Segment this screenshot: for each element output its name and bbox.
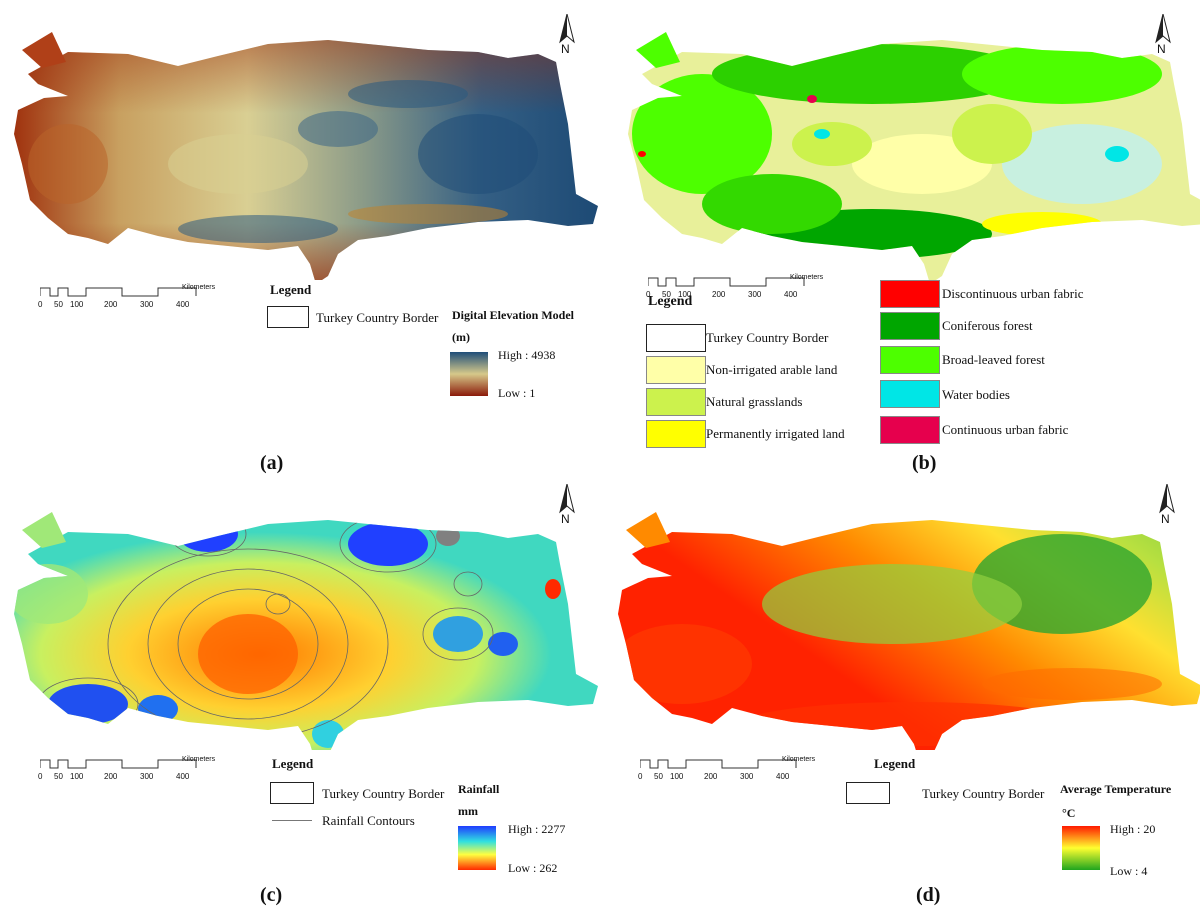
scale-tick: 100 [678,290,692,299]
ramp-title: Rainfall [458,782,500,796]
ramp-unit: (m) [452,330,470,344]
north-arrow-icon: N [556,484,578,530]
legend-label: Continuous urban fabric [942,422,1069,437]
scale-tick: 400 [176,300,190,309]
legend-title: Legend [874,756,916,771]
legend-label: Coniferous forest [942,318,1033,333]
panel-c: N 0 50 100 200 300 400 Kilometers Legend… [0,480,600,920]
scale-unit: Kilometers [182,284,216,291]
legend-swatch [880,416,940,444]
legend-title: Legend [272,756,314,771]
legend-swatch-border [646,324,706,352]
border-label: Turkey Country Border [316,310,439,325]
ramp-unit: mm [458,804,478,818]
scale-tick: 50 [54,772,63,781]
scale-tick: 300 [140,772,154,781]
land-cover-map [628,32,1200,280]
scale-tick: 400 [784,290,798,299]
scale-bar: 0 50 100 200 300 400 Kilometers [38,284,230,318]
scale-unit: Kilometers [182,756,216,763]
north-arrow-icon: N [1152,14,1174,60]
scale-tick: 0 [646,290,651,299]
rainfall-ramp [458,826,496,870]
ramp-high: High : 2277 [508,822,566,836]
ramp-low: Low : 4 [1110,864,1148,878]
scale-tick: 200 [104,772,118,781]
legend-label: Water bodies [942,387,1010,402]
panel-label: (d) [916,884,941,906]
scale-tick: 100 [670,772,684,781]
north-letter: N [1161,512,1170,526]
scale-tick: 300 [140,300,154,309]
panel-label: (a) [260,452,284,474]
scale-tick: 400 [776,772,790,781]
scale-tick: 200 [704,772,718,781]
temperature-ramp [1062,826,1100,870]
ramp-low: Low : 1 [498,386,536,400]
border-swatch [846,782,890,804]
scale-tick: 200 [104,300,118,309]
contour-swatch [272,820,312,821]
scale-unit: Kilometers [790,274,824,281]
scale-tick: 200 [712,290,726,299]
scale-bar: 0 50 100 200 300 400 Kilometers [646,274,838,308]
border-swatch [270,782,314,804]
legend-swatch [880,380,940,408]
scale-tick: 50 [54,300,63,309]
legend-label: Discontinuous urban fabric [942,286,1084,301]
legend-swatch [646,420,706,448]
temperature-map [618,512,1200,750]
panel-a: N 0 50 100 200 300 400 Kilometers Legend… [0,0,600,480]
scale-tick: 300 [748,290,762,299]
ramp-title: Digital Elevation Model [452,308,574,322]
scale-unit: Kilometers [782,756,816,763]
border-label: Turkey Country Border [922,786,1045,801]
north-letter: N [561,512,570,526]
legend-label: Natural grasslands [706,394,803,409]
scale-tick: 0 [38,772,43,781]
elevation-ramp [450,352,488,396]
north-arrow-icon: N [1156,484,1178,530]
panel-d: N 0 50 100 200 300 400 Kilometers Legend… [600,480,1200,920]
legend-title: Legend [648,294,693,309]
legend-swatch [880,280,940,308]
legend-swatch [646,356,706,384]
ramp-high: High : 4938 [498,348,556,362]
ramp-title: Average Temperature [1060,782,1172,796]
scale-tick: 50 [662,290,671,299]
scale-bar: 0 50 100 200 300 400 Kilometers [38,756,230,790]
legend-label: Permanently irrigated land [706,426,845,441]
panel-label: (b) [912,452,937,474]
north-arrow-icon: N [556,14,578,60]
legend-title: Legend [270,282,312,297]
ramp-high: High : 20 [1110,822,1156,836]
legend-swatch [880,346,940,374]
contour-label: Rainfall Contours [322,813,415,828]
legend-swatch [880,312,940,340]
north-letter: N [561,42,570,56]
legend-label: Non-irrigated arable land [706,362,838,377]
legend-label: Broad-leaved forest [942,352,1045,367]
panel-label: (c) [260,884,283,906]
scale-tick: 100 [70,300,84,309]
ramp-low: Low : 262 [508,861,558,875]
scale-tick: 100 [70,772,84,781]
scale-tick: 400 [176,772,190,781]
scale-tick: 0 [638,772,643,781]
legend-label: Turkey Country Border [706,330,829,345]
border-label: Turkey Country Border [322,786,445,801]
rainfall-map [14,512,598,750]
scale-bar: 0 50 100 200 300 400 Kilometers [638,756,830,790]
elevation-map [14,32,598,280]
scale-tick: 0 [38,300,43,309]
scale-tick: 50 [654,772,663,781]
ramp-unit: °C [1062,806,1076,820]
north-letter: N [1157,42,1166,56]
panel-b: N 0 50 100 200 300 400 Kilometers Legend… [600,0,1200,480]
scale-tick: 300 [740,772,754,781]
legend-swatch [646,388,706,416]
border-swatch [267,306,309,328]
